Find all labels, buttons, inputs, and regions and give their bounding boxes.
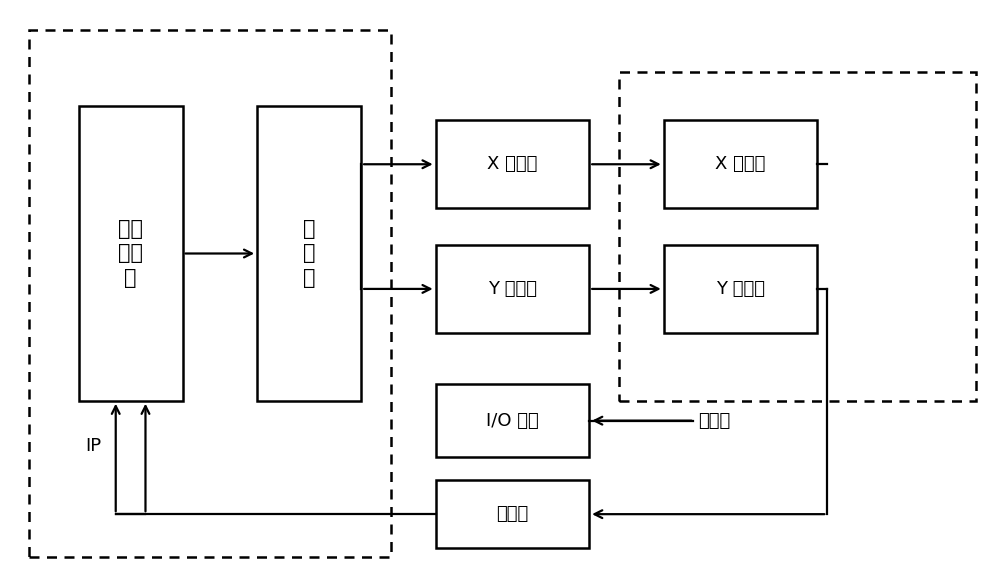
- Text: Y 向位移: Y 向位移: [716, 280, 765, 298]
- Text: X 向位移: X 向位移: [715, 155, 766, 173]
- Bar: [436, 384, 589, 458]
- Bar: [79, 106, 183, 401]
- Bar: [436, 120, 589, 208]
- Text: 光栅尺: 光栅尺: [496, 505, 529, 523]
- Text: Y 轴电机: Y 轴电机: [488, 280, 537, 298]
- Text: IP: IP: [85, 437, 101, 455]
- Text: X 轴电机: X 轴电机: [487, 155, 538, 173]
- Text: 运动
控制
卡: 运动 控制 卡: [118, 218, 143, 288]
- Text: I/O 设备: I/O 设备: [486, 412, 539, 430]
- Bar: [619, 72, 976, 401]
- Bar: [436, 245, 589, 333]
- Bar: [257, 106, 361, 401]
- Bar: [436, 480, 589, 548]
- Bar: [664, 245, 817, 333]
- Text: 运动体: 运动体: [698, 412, 731, 430]
- Bar: [664, 120, 817, 208]
- Text: 驱
动
器: 驱 动 器: [303, 218, 315, 288]
- Bar: [29, 30, 391, 557]
